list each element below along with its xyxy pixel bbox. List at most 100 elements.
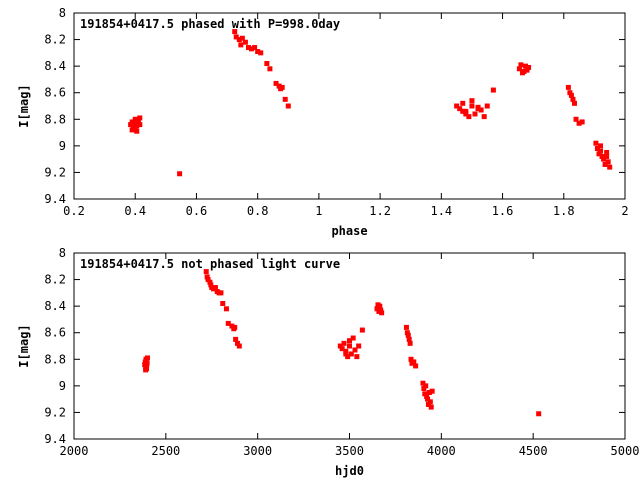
data-point bbox=[598, 148, 604, 154]
x-tick-label: 1.8 bbox=[553, 204, 575, 218]
data-point bbox=[524, 67, 530, 73]
data-point bbox=[519, 70, 525, 76]
x-tick-label: 2000 bbox=[60, 444, 89, 458]
y-tick-label: 8.2 bbox=[44, 33, 66, 47]
x-tick-label: 1.2 bbox=[369, 204, 391, 218]
data-point bbox=[233, 34, 239, 40]
data-point bbox=[132, 120, 138, 126]
data-point bbox=[490, 87, 496, 93]
data-point bbox=[144, 363, 150, 369]
data-point bbox=[454, 103, 460, 109]
data-point bbox=[565, 84, 571, 90]
data-point bbox=[134, 123, 140, 129]
data-point bbox=[212, 285, 218, 291]
data-point bbox=[232, 29, 238, 35]
chart-panel-2: 2000 2500 3000 3500 4000 4500 5000 8 8.2 8.4 8.6 8.… bbox=[17, 246, 639, 478]
data-point bbox=[205, 277, 211, 283]
data-point bbox=[273, 80, 279, 86]
data-point bbox=[598, 143, 604, 149]
x-tick-label: 3000 bbox=[243, 444, 272, 458]
data-point bbox=[424, 393, 430, 399]
y-tick-label: 8.6 bbox=[44, 86, 66, 100]
data-point bbox=[426, 390, 432, 395]
data-point bbox=[144, 360, 150, 366]
data-point bbox=[234, 340, 240, 346]
data-point bbox=[570, 96, 576, 102]
data-point bbox=[405, 332, 411, 338]
data-point bbox=[267, 66, 273, 72]
x-tick-label: 0.2 bbox=[63, 204, 85, 218]
y-tick-label: 9 bbox=[59, 379, 66, 393]
data-point bbox=[573, 116, 579, 122]
x-tick-label: 0.6 bbox=[186, 204, 208, 218]
data-point bbox=[596, 151, 602, 157]
y-tick-label: 9 bbox=[59, 139, 66, 153]
data-point bbox=[131, 124, 137, 130]
data-point bbox=[599, 153, 605, 159]
x-axis-label: hjd0 bbox=[335, 464, 364, 478]
data-point bbox=[422, 391, 428, 397]
data-point bbox=[236, 37, 242, 43]
data-point bbox=[460, 108, 466, 114]
plot-frame bbox=[73, 12, 626, 200]
data-point bbox=[481, 114, 487, 120]
data-point bbox=[348, 351, 354, 357]
data-point bbox=[276, 83, 282, 89]
data-point bbox=[229, 323, 235, 329]
chart-title: 191854+0417.5 phased with P=998.0day bbox=[80, 17, 340, 31]
data-point bbox=[576, 120, 582, 126]
data-point bbox=[607, 164, 613, 170]
y-tick-label: 8.4 bbox=[44, 299, 66, 313]
data-point bbox=[518, 62, 524, 68]
data-point bbox=[568, 92, 574, 98]
data-point bbox=[463, 111, 469, 117]
data-point bbox=[204, 274, 210, 280]
data-point bbox=[233, 336, 239, 342]
data-point bbox=[347, 338, 352, 344]
data-point bbox=[137, 122, 143, 128]
data-point bbox=[469, 98, 475, 104]
data-point bbox=[177, 171, 183, 177]
x-tick-label: 1.6 bbox=[492, 204, 514, 218]
data-point bbox=[428, 404, 434, 410]
data-point bbox=[359, 327, 365, 333]
data-point bbox=[252, 45, 258, 51]
data-point bbox=[352, 347, 358, 353]
data-point bbox=[279, 84, 285, 90]
data-point bbox=[601, 156, 607, 162]
data-point bbox=[579, 119, 585, 125]
data-point bbox=[469, 103, 475, 109]
x-tick-label: 1.4 bbox=[430, 204, 452, 218]
x-tick-label: 0.8 bbox=[247, 204, 269, 218]
data-point bbox=[472, 111, 478, 117]
data-point bbox=[258, 50, 264, 56]
data-point bbox=[478, 107, 484, 113]
data-point bbox=[144, 355, 150, 361]
x-tick-label: 4500 bbox=[519, 444, 548, 458]
y-axis-label: I[mag] bbox=[17, 84, 31, 127]
data-point bbox=[536, 411, 542, 417]
data-point bbox=[379, 310, 385, 316]
data-point bbox=[129, 127, 135, 133]
data-point bbox=[223, 306, 229, 312]
data-point bbox=[466, 114, 472, 120]
data-point bbox=[129, 119, 135, 125]
data-point bbox=[341, 340, 347, 346]
data-point bbox=[425, 396, 431, 402]
chart-title: 191854+0417.5 not phased light curve bbox=[80, 257, 340, 271]
data-point bbox=[285, 103, 291, 109]
chart-panel-1: 0.2 0.4 0.6 0.8 1 1.2 1.4 1.6 1.8 2 8 8.2 8.4 8.6 8.8 9… bbox=[17, 6, 629, 238]
data-point bbox=[421, 386, 427, 392]
data-point bbox=[605, 159, 611, 165]
y-tick-label: 8.6 bbox=[44, 326, 66, 340]
x-axis-label: phase bbox=[331, 224, 367, 238]
data-point bbox=[602, 161, 608, 167]
y-tick-label: 8.8 bbox=[44, 352, 66, 366]
data-point bbox=[239, 35, 245, 41]
data-point bbox=[339, 346, 345, 352]
data-point bbox=[475, 104, 481, 110]
data-point bbox=[236, 343, 242, 349]
data-point bbox=[567, 90, 573, 96]
x-tick-label: 5000 bbox=[611, 444, 640, 458]
data-point bbox=[350, 335, 356, 341]
